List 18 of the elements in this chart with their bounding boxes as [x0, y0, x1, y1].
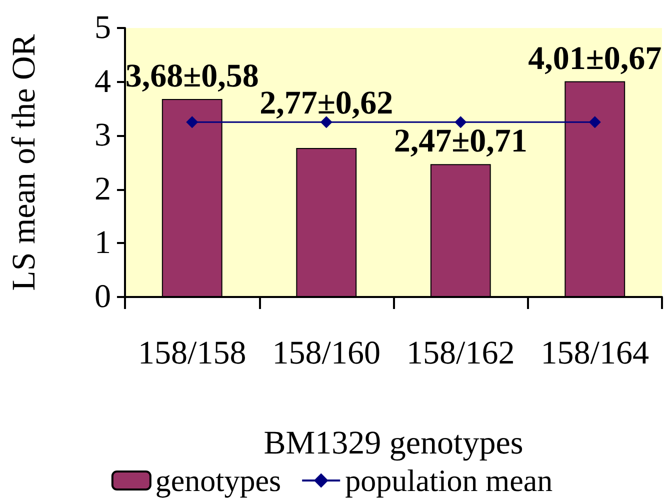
data-label: 3,68±0,58: [125, 58, 259, 95]
y-tick-label: 4: [94, 64, 111, 100]
y-tick-label: 5: [94, 10, 111, 46]
data-label: 2,77±0,62: [260, 86, 394, 122]
x-tick-label: 158/160: [272, 336, 380, 372]
data-label: 4,01±0,67: [528, 40, 662, 77]
data-label: 2,47±0,71: [394, 124, 528, 160]
legend-label: genotypes: [155, 463, 282, 498]
y-tick-label: 0: [94, 279, 111, 315]
y-axis-title: LS mean of the OR: [6, 34, 42, 291]
x-tick-label: 158/164: [540, 336, 649, 372]
x-tick-label: 158/158: [138, 336, 246, 372]
legend-label: population mean: [345, 463, 554, 498]
y-tick-label: 2: [94, 171, 111, 208]
x-axis-title: BM1329 genotypes: [264, 426, 524, 462]
y-tick-label: 1: [94, 225, 111, 262]
x-tick-label: 158/162: [406, 336, 515, 372]
y-tick-label: 3: [94, 118, 111, 154]
